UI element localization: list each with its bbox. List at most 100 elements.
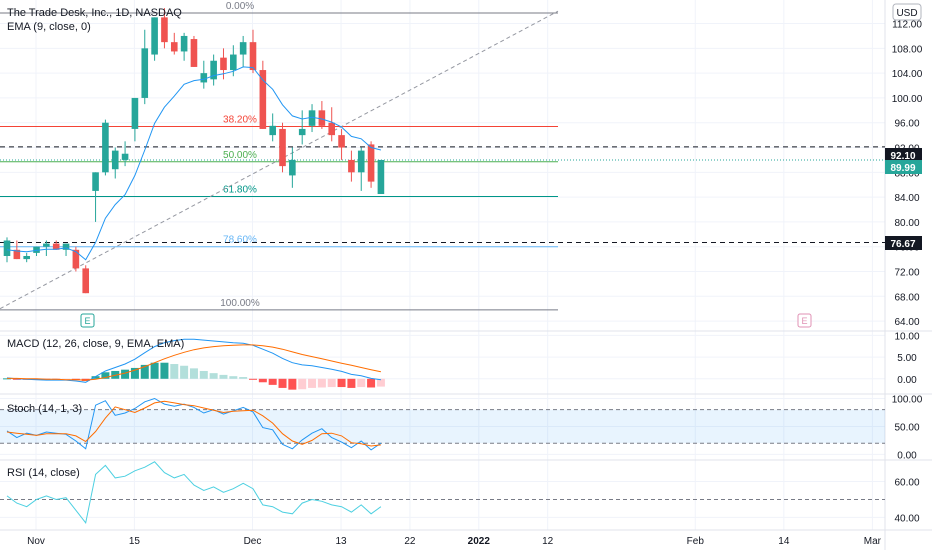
price-axis[interactable]: 112.00108.00104.00100.0096.0092.0088.008… bbox=[892, 20, 923, 525]
macd-histogram-bar bbox=[258, 378, 267, 383]
currency-badge[interactable] bbox=[892, 3, 922, 21]
macd-histogram-bar bbox=[121, 369, 130, 379]
candle-body bbox=[308, 110, 316, 126]
candle-body bbox=[220, 57, 227, 71]
earnings-marker-2[interactable]: E bbox=[797, 313, 812, 328]
macd-signal-line bbox=[7, 344, 382, 381]
rsi-pane bbox=[0, 461, 885, 524]
macd-axis-tick-label: 0.00 bbox=[897, 375, 917, 386]
candle-body bbox=[52, 243, 60, 250]
main-axis-tick-label: 96.00 bbox=[894, 119, 919, 130]
main-axis-tick-label: 112.00 bbox=[892, 20, 922, 31]
candle-body bbox=[72, 249, 80, 269]
stoch-axis-tick-label: 50.00 bbox=[894, 422, 919, 433]
rsi-axis-tick-label: 60.00 bbox=[894, 478, 919, 489]
main-axis-tick-label: 64.00 bbox=[894, 317, 919, 328]
macd-axis-tick-label: 5.00 bbox=[897, 353, 917, 364]
macd-histogram-bar bbox=[229, 376, 238, 379]
candle-body bbox=[249, 42, 257, 71]
candle-body bbox=[377, 159, 385, 195]
price-tag-current bbox=[885, 160, 922, 174]
candle-body bbox=[269, 125, 276, 136]
macd-histogram-bar bbox=[130, 367, 139, 379]
macd-histogram-bar bbox=[150, 362, 159, 379]
macd-histogram-bar bbox=[298, 378, 307, 390]
candle-body bbox=[102, 122, 109, 173]
macd-histogram-bar bbox=[180, 365, 189, 379]
chart-title: The Trade Desk, Inc., 1D, NASDAQ bbox=[7, 7, 182, 19]
candle-body bbox=[23, 255, 30, 260]
time-axis-label: 15 bbox=[129, 536, 141, 547]
price-tag-level-2 bbox=[885, 236, 922, 250]
candle-body bbox=[190, 39, 198, 67]
candle-body bbox=[210, 60, 217, 80]
candle-body bbox=[170, 42, 178, 52]
ema-legend[interactable]: EMA (9, close, 0) bbox=[7, 21, 91, 33]
candle-body bbox=[131, 97, 139, 129]
macd-histogram-bar bbox=[327, 378, 336, 388]
rsi-axis-tick-label: 40.00 bbox=[894, 513, 919, 524]
price-tag-level-1 bbox=[885, 148, 922, 162]
candle-body bbox=[151, 17, 158, 55]
macd-histogram-bar bbox=[278, 378, 287, 388]
fib-level-label: 38.20% bbox=[223, 114, 257, 125]
macd-histogram-bar bbox=[308, 378, 317, 388]
earnings-marker-1[interactable]: E bbox=[80, 313, 95, 328]
macd-histogram-bar bbox=[357, 378, 366, 388]
candle-body bbox=[239, 42, 247, 55]
fib-level-label: 78.60% bbox=[223, 235, 257, 246]
candle-body bbox=[62, 243, 70, 250]
macd-histogram-bar bbox=[367, 378, 376, 388]
candle-body bbox=[82, 268, 90, 294]
macd-legend[interactable]: MACD (12, 26, close, 9, EMA, EMA) bbox=[7, 338, 184, 350]
candle-body bbox=[180, 35, 188, 52]
macd-histogram-bar bbox=[239, 377, 248, 379]
time-axis[interactable]: Nov 15 Dec 13 22 2022 12 Feb 14 Mar bbox=[27, 536, 882, 547]
stoch-axis-tick-label: 0.00 bbox=[897, 450, 917, 461]
main-axis-tick-label: 100.00 bbox=[892, 94, 923, 105]
macd-histogram-bar bbox=[219, 374, 228, 379]
candle-body bbox=[230, 54, 237, 71]
candle-body bbox=[289, 159, 296, 176]
candle-body bbox=[13, 249, 21, 260]
macd-histogram-bar bbox=[101, 372, 110, 379]
candle-body bbox=[259, 70, 267, 129]
macd-line bbox=[6, 338, 381, 383]
time-axis-label: Nov bbox=[27, 536, 45, 547]
macd-histogram-bar bbox=[337, 378, 346, 388]
ema-line bbox=[6, 66, 382, 261]
macd-histogram-bar bbox=[317, 378, 326, 388]
rsi-legend[interactable]: RSI (14, close) bbox=[7, 467, 80, 479]
macd-histogram-bar bbox=[189, 368, 198, 379]
main-axis-tick-label: 72.00 bbox=[894, 267, 919, 278]
candle-body bbox=[33, 246, 40, 253]
main-axis-tick-label: 108.00 bbox=[892, 44, 923, 55]
earnings-marker-1-label: E bbox=[84, 316, 90, 326]
main-axis-tick-label: 68.00 bbox=[894, 292, 919, 303]
candle-body bbox=[92, 172, 99, 191]
horizontal-lines[interactable] bbox=[0, 146, 885, 244]
time-axis-label: Mar bbox=[864, 536, 882, 547]
time-axis-label: 13 bbox=[335, 536, 347, 547]
main-axis-tick-label: 80.00 bbox=[894, 218, 919, 229]
candle-body bbox=[3, 240, 11, 256]
candle-body bbox=[318, 110, 326, 126]
stoch-legend[interactable]: Stoch (14, 1, 3) bbox=[7, 403, 82, 415]
macd-histogram-bar bbox=[376, 378, 385, 387]
stoch-band bbox=[0, 409, 885, 444]
candle-body bbox=[298, 128, 306, 136]
macd-histogram-bar bbox=[268, 378, 277, 385]
candle-body bbox=[367, 144, 375, 182]
time-axis-label: 14 bbox=[778, 536, 790, 547]
macd-histogram-bar bbox=[347, 378, 356, 388]
price-tag-level-1-text: 92.10 bbox=[890, 151, 915, 162]
fib-level-label: 100.00% bbox=[220, 298, 260, 309]
candle-body bbox=[111, 150, 119, 170]
macd-pane bbox=[3, 338, 385, 390]
main-axis-tick-label: 104.00 bbox=[892, 69, 923, 80]
macd-histogram-bar bbox=[91, 376, 100, 379]
fibonacci-retracement[interactable]: 0.00% 38.20% 50.00% 61.80% 78.60% 100.00% bbox=[0, 1, 558, 311]
candle-body bbox=[43, 243, 50, 247]
